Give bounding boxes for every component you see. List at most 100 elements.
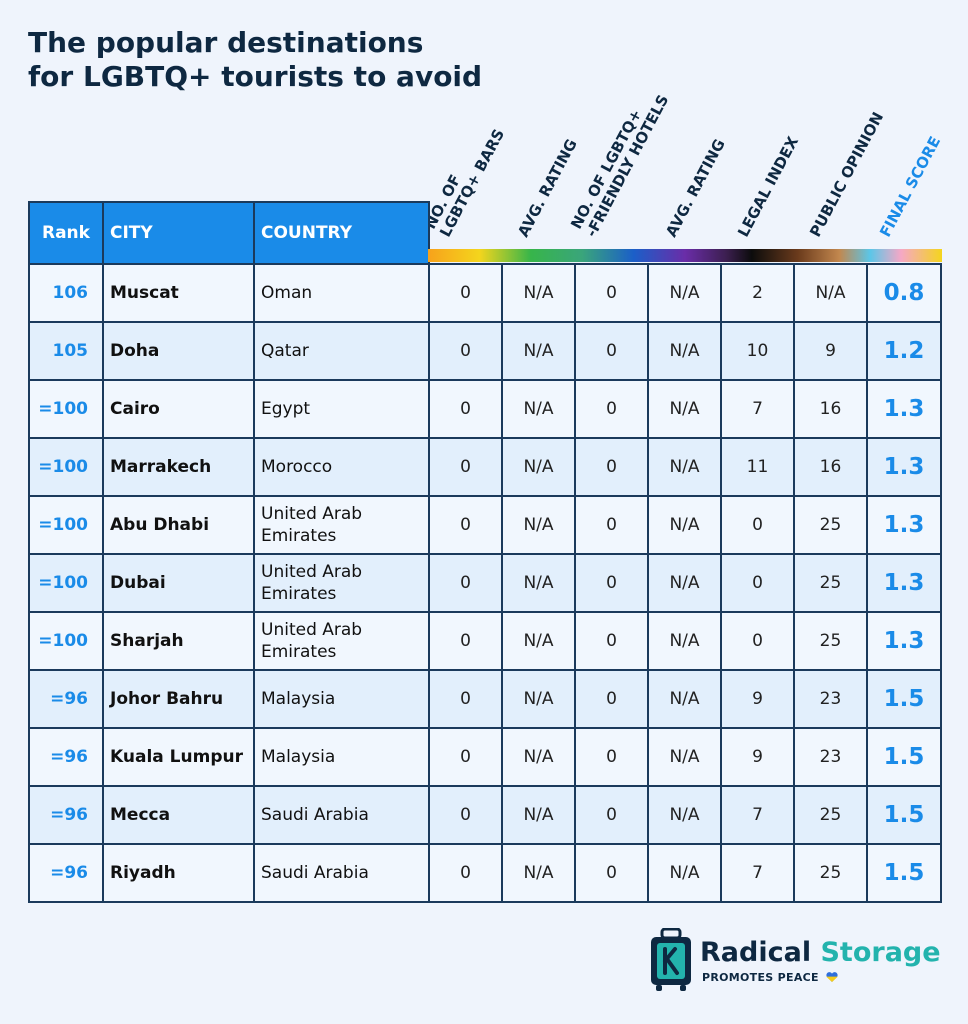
cell-rank: =96 [28, 669, 104, 729]
cell-country: Qatar [253, 321, 430, 381]
table-row: =96 Johor Bahru Malaysia 0 N/A 0 N/A 9 23 1.5 [28, 669, 942, 729]
header-country: COUNTRY [253, 201, 430, 265]
table-row: 106 Muscat Oman 0 N/A 0 N/A 2 N/A 0.8 [28, 263, 942, 323]
cell-city: Kuala Lumpur [102, 727, 255, 787]
cell-bars: 0 [428, 553, 503, 613]
cell-hotels-rating: N/A [647, 785, 722, 845]
cell-final-score: 1.2 [866, 321, 942, 381]
cell-final-score: 1.5 [866, 727, 942, 787]
cell-hotels: 0 [574, 263, 649, 323]
cell-hotels: 0 [574, 379, 649, 439]
cell-hotels-rating: N/A [647, 437, 722, 497]
table-body: 106 Muscat Oman 0 N/A 0 N/A 2 N/A 0.8 105 Doha Qatar… [28, 263, 942, 903]
cell-bars: 0 [428, 321, 503, 381]
table-row: =96 Riyadh Saudi Arabia 0 N/A 0 N/A 7 25 1.5 [28, 843, 942, 903]
cell-legal-index: 7 [720, 379, 795, 439]
title-line-2: for LGBTQ+ tourists to avoid [28, 60, 483, 93]
cell-bars-rating: N/A [501, 785, 576, 845]
cell-public-opinion: 25 [793, 611, 868, 671]
cell-bars: 0 [428, 785, 503, 845]
cell-final-score: 1.5 [866, 843, 942, 903]
cell-city: Mecca [102, 785, 255, 845]
cell-rank: 105 [28, 321, 104, 381]
table-row: =100 Sharjah United Arab Emirates 0 N/A 0 N/A 0… [28, 611, 942, 671]
cell-city: Dubai [102, 553, 255, 613]
cell-final-score: 1.3 [866, 553, 942, 613]
cell-final-score: 1.3 [866, 495, 942, 555]
brand-word-2: Storage [820, 937, 941, 968]
cell-bars-rating: N/A [501, 611, 576, 671]
cell-bars-rating: N/A [501, 263, 576, 323]
cell-city: Riyadh [102, 843, 255, 903]
cell-country: United Arab Emirates [253, 553, 430, 613]
cell-bars-rating: N/A [501, 843, 576, 903]
brand-name: Radical Storage [700, 938, 941, 968]
cell-final-score: 1.3 [866, 379, 942, 439]
table-row: =100 Marrakech Morocco 0 N/A 0 N/A 11 16 1.3 [28, 437, 942, 497]
cell-city: Johor Bahru [102, 669, 255, 729]
cell-legal-index: 0 [720, 553, 795, 613]
cell-final-score: 0.8 [866, 263, 942, 323]
header-city: CITY [102, 201, 255, 265]
cell-country: Egypt [253, 379, 430, 439]
cell-bars-rating: N/A [501, 553, 576, 613]
cell-legal-index: 0 [720, 611, 795, 671]
cell-legal-index: 0 [720, 495, 795, 555]
cell-country: Oman [253, 263, 430, 323]
cell-bars: 0 [428, 379, 503, 439]
cell-bars: 0 [428, 263, 503, 323]
cell-bars-rating: N/A [501, 379, 576, 439]
cell-hotels-rating: N/A [647, 843, 722, 903]
brand-tagline: PROMOTES PEACE [702, 971, 838, 984]
cell-hotels-rating: N/A [647, 727, 722, 787]
cell-hotels-rating: N/A [647, 495, 722, 555]
cell-hotels: 0 [574, 843, 649, 903]
cell-city: Abu Dhabi [102, 495, 255, 555]
cell-legal-index: 7 [720, 785, 795, 845]
cell-legal-index: 11 [720, 437, 795, 497]
table-row: =96 Mecca Saudi Arabia 0 N/A 0 N/A 7 25 1.5 [28, 785, 942, 845]
cell-public-opinion: 23 [793, 669, 868, 729]
cell-legal-index: 2 [720, 263, 795, 323]
cell-bars: 0 [428, 843, 503, 903]
cell-rank: =100 [28, 495, 104, 555]
cell-rank: =96 [28, 785, 104, 845]
cell-country: United Arab Emirates [253, 495, 430, 555]
cell-legal-index: 7 [720, 843, 795, 903]
cell-hotels-rating: N/A [647, 379, 722, 439]
cell-hotels: 0 [574, 669, 649, 729]
cell-rank: =100 [28, 379, 104, 439]
cell-public-opinion: 9 [793, 321, 868, 381]
cell-final-score: 1.3 [866, 611, 942, 671]
cell-hotels: 0 [574, 785, 649, 845]
cell-public-opinion: 25 [793, 785, 868, 845]
table-row: =96 Kuala Lumpur Malaysia 0 N/A 0 N/A 9 23 1.5 [28, 727, 942, 787]
cell-hotels: 0 [574, 553, 649, 613]
title-line-1: The popular destinations [28, 26, 424, 59]
cell-rank: =96 [28, 727, 104, 787]
cell-rank: =100 [28, 611, 104, 671]
cell-bars-rating: N/A [501, 437, 576, 497]
tagline-text: PROMOTES PEACE [702, 971, 819, 984]
cell-city: Sharjah [102, 611, 255, 671]
cell-bars-rating: N/A [501, 727, 576, 787]
cell-public-opinion: 16 [793, 437, 868, 497]
cell-legal-index: 9 [720, 727, 795, 787]
cell-hotels: 0 [574, 611, 649, 671]
cell-bars: 0 [428, 611, 503, 671]
cell-bars-rating: N/A [501, 321, 576, 381]
cell-public-opinion: N/A [793, 263, 868, 323]
cell-rank: =96 [28, 843, 104, 903]
cell-country: Morocco [253, 437, 430, 497]
cell-city: Muscat [102, 263, 255, 323]
table-row: 105 Doha Qatar 0 N/A 0 N/A 10 9 1.2 [28, 321, 942, 381]
radical-storage-logo: Radical Storage PROMOTES PEACE [648, 928, 948, 992]
cell-public-opinion: 23 [793, 727, 868, 787]
cell-legal-index: 10 [720, 321, 795, 381]
cell-public-opinion: 25 [793, 495, 868, 555]
heart-icon [826, 972, 838, 982]
cell-public-opinion: 25 [793, 553, 868, 613]
cell-rank: 106 [28, 263, 104, 323]
cell-public-opinion: 16 [793, 379, 868, 439]
table-row: =100 Abu Dhabi United Arab Emirates 0 N/A 0 N/… [28, 495, 942, 555]
